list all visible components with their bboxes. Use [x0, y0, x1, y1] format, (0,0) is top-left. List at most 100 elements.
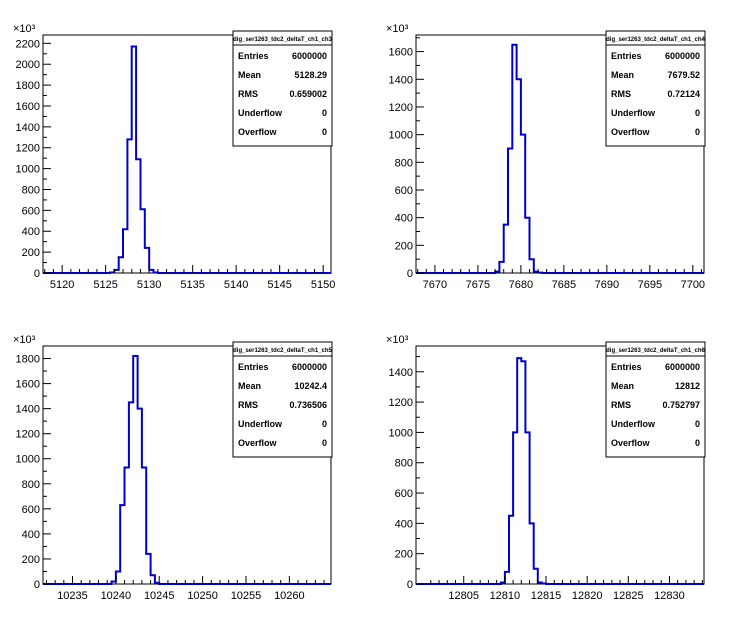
histogram-bin — [129, 402, 133, 584]
histogram-bin — [508, 149, 512, 274]
histogram-bin — [525, 218, 529, 273]
x-tick-label: 5120 — [50, 279, 74, 291]
stats-value-overflow: 0 — [695, 438, 700, 448]
x-tick-label: 7680 — [509, 279, 533, 291]
x-tick-label: 5150 — [311, 279, 335, 291]
histogram-bin — [145, 248, 149, 273]
histogram-series — [43, 355, 331, 585]
histogram-panel-2: 7670 7675 7680 7685 7690 7695 7700 0 200 400 600 80… — [386, 23, 706, 291]
histogram-bin — [504, 225, 508, 273]
stats-label-underflow: Underflow — [611, 108, 656, 118]
histogram-bin — [110, 273, 114, 274]
y-tick-label: 2200 — [16, 38, 40, 50]
x-tick-label: 7700 — [681, 279, 705, 291]
x-tick-label: 7695 — [638, 279, 662, 291]
x-tick-label: 7670 — [423, 279, 447, 291]
histogram-bin — [505, 572, 509, 584]
stats-value-underflow: 0 — [695, 419, 700, 429]
histogram-panel-4: 12805 12810 12815 12820 12825 12830 0 200 400 600… — [386, 334, 706, 602]
x-tick-label: 5125 — [93, 279, 117, 291]
stats-label-entries: Entries — [238, 362, 269, 372]
x-tick-label: 7675 — [466, 279, 490, 291]
y-tick-label: 1600 — [389, 47, 413, 59]
x-tick-label: 5130 — [137, 279, 161, 291]
histogram-bin — [132, 47, 136, 274]
stats-label-rms: RMS — [238, 89, 258, 99]
histogram-bin — [538, 583, 542, 585]
stats-label-overflow: Overflow — [611, 127, 651, 137]
histogram-bin — [530, 523, 534, 584]
histogram-title: dig_ser1263_tdc2_deltaT_ch1_ch5 — [233, 348, 332, 354]
stats-value-rms: 0.659002 — [289, 89, 327, 99]
histogram-bin — [120, 505, 124, 584]
x-tick-label: 7685 — [552, 279, 576, 291]
stats-value-underflow: 0 — [322, 108, 327, 118]
histogram-bin — [133, 356, 137, 584]
histogram-title: dig_ser1263_tdc2_deltaT_ch1_ch6 — [606, 348, 705, 354]
stats-label-rms: RMS — [611, 400, 631, 410]
stats-value-entries: 6000000 — [292, 51, 327, 61]
y-exponent-label: ×10³ — [13, 23, 36, 35]
y-tick-label: 800 — [22, 184, 40, 196]
x-tick-label: 10250 — [187, 590, 218, 602]
y-exponent-label: ×10³ — [386, 23, 409, 35]
y-tick-label: 800 — [22, 479, 40, 491]
histogram-bin — [155, 583, 159, 584]
x-tick-label: 12820 — [572, 590, 603, 602]
histogram-series — [416, 43, 704, 274]
y-tick-label: 200 — [395, 549, 413, 561]
histogram-title: dig_ser1263_tdc2_deltaT_ch1_ch3 — [233, 37, 332, 43]
histogram-bin — [521, 135, 525, 273]
histogram-bin — [534, 569, 538, 584]
stats-label-entries: Entries — [611, 362, 642, 372]
x-tick-label: 10240 — [101, 590, 132, 602]
histogram-series — [416, 357, 704, 585]
y-tick-label: 1400 — [16, 404, 40, 416]
stats-label-underflow: Underflow — [611, 419, 656, 429]
stats-label-underflow: Underflow — [238, 108, 283, 118]
stats-value-mean: 7679.52 — [667, 70, 700, 80]
histogram-bin — [513, 432, 517, 584]
y-tick-label: 600 — [22, 205, 40, 217]
y-tick-label: 200 — [22, 554, 40, 566]
stats-label-entries: Entries — [238, 51, 269, 61]
y-tick-label: 1200 — [389, 102, 413, 114]
y-tick-label: 1000 — [389, 427, 413, 439]
stats-box — [605, 30, 706, 147]
stats-label-mean: Mean — [238, 70, 261, 80]
y-tick-label: 1800 — [16, 80, 40, 92]
histogram-bin — [501, 583, 505, 585]
y-tick-label: 1400 — [16, 122, 40, 134]
y-tick-label: 400 — [22, 226, 40, 238]
y-tick-label: 400 — [22, 529, 40, 541]
histogram-bin — [530, 259, 534, 273]
stats-label-entries: Entries — [611, 51, 642, 61]
stats-value-overflow: 0 — [322, 438, 327, 448]
y-tick-label: 1600 — [16, 101, 40, 113]
histogram-bin — [495, 272, 499, 273]
stats-label-rms: RMS — [238, 400, 258, 410]
histogram-bin — [127, 139, 131, 273]
y-tick-label: 1200 — [16, 429, 40, 441]
y-tick-label: 0 — [407, 268, 413, 280]
stats-label-mean: Mean — [611, 381, 634, 391]
stats-value-entries: 6000000 — [292, 362, 327, 372]
x-tick-label: 12815 — [531, 590, 562, 602]
histogram-bin — [151, 575, 155, 584]
histogram-bin — [499, 262, 503, 273]
x-tick-label: 10235 — [57, 590, 88, 602]
y-exponent-label: ×10³ — [13, 334, 36, 346]
y-tick-label: 800 — [395, 157, 413, 169]
stats-value-rms: 0.752797 — [662, 400, 700, 410]
x-tick-label: 12805 — [448, 590, 479, 602]
histogram-bin — [119, 257, 123, 273]
y-tick-label: 1400 — [389, 367, 413, 379]
y-tick-label: 0 — [407, 579, 413, 591]
y-tick-label: 400 — [395, 213, 413, 225]
y-tick-label: 0 — [34, 268, 40, 280]
y-exponent-label: ×10³ — [386, 334, 409, 346]
stats-value-entries: 6000000 — [665, 51, 700, 61]
histogram-bin — [141, 209, 145, 273]
histogram-bin — [542, 584, 546, 585]
histogram-bin — [534, 272, 538, 273]
